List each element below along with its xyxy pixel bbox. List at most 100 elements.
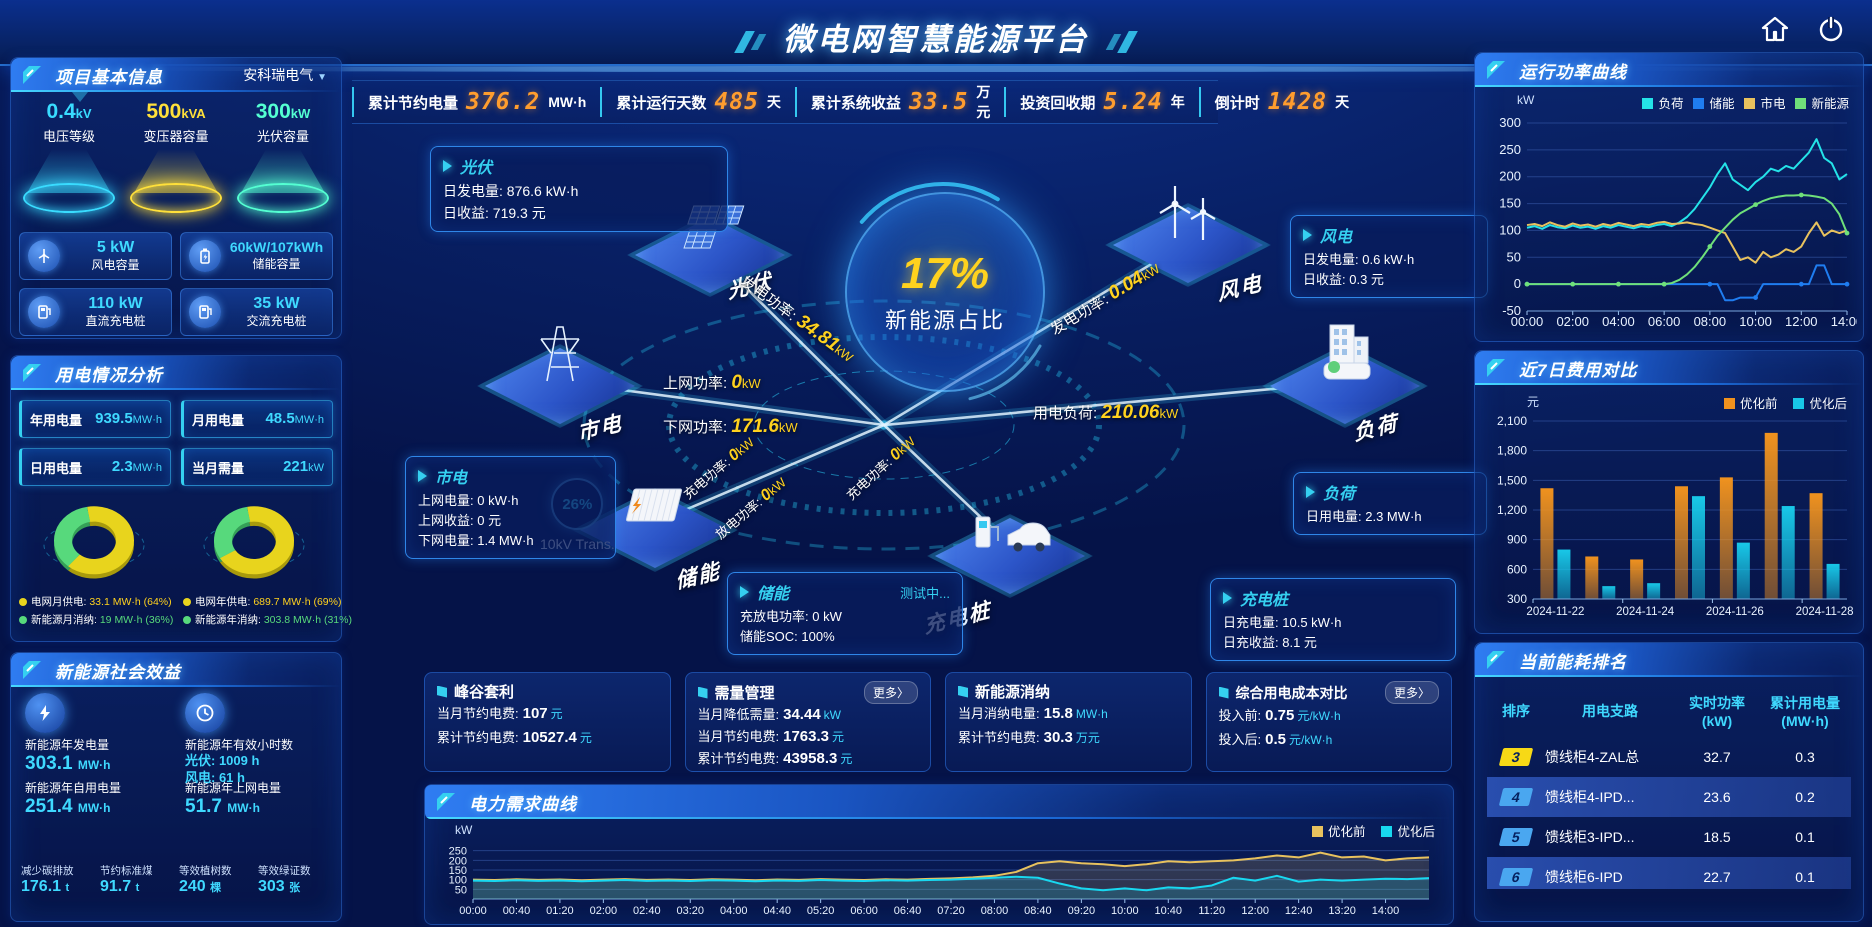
benefit-self-use: 新能源年自用电量 251.4 MW·h — [21, 779, 173, 841]
card-demand-management: 需量管理 更多〉 当月降低需量: 34.44 kW 当月节约电费: 1763.3 元 累计… — [684, 672, 931, 772]
cost-legend: 优化前 优化后 — [1723, 393, 1847, 412]
column-header: 实时功率 (kW) — [1689, 695, 1745, 729]
podium-pv-capacity: 300kW 光伏容量 — [233, 100, 333, 228]
legend-dot — [19, 598, 27, 607]
podium-value: 300 — [255, 100, 291, 123]
battery-icon — [189, 240, 221, 272]
kpi-label: 倒计时 — [1214, 94, 1260, 112]
more-button[interactable]: 更多〉 — [863, 681, 918, 704]
column-header: 排序 — [1502, 703, 1530, 719]
more-button[interactable]: 更多〉 — [1384, 681, 1439, 704]
benefit-sub-value: 光伏: 1009 h — [185, 753, 260, 768]
panel-header: 项目基本信息 安科瑞电气 ▼ — [11, 58, 341, 92]
podium-value: 500 — [146, 100, 182, 123]
card-arrow-icon — [1303, 229, 1312, 241]
energy-flow-diagram: 17% 新能源占比 光伏 风电 市电 储能 充电桩 — [345, 120, 1488, 675]
kpi-value: 5.24 — [1103, 89, 1163, 115]
renewable-percentage-label: 新能源占比 — [884, 308, 1005, 333]
svg-text:200: 200 — [1499, 169, 1521, 184]
realtime-power: 22.7 — [1703, 869, 1731, 885]
rank-badge: 6 — [1498, 868, 1534, 886]
branch-name: 馈线柜6-IPD — [1545, 869, 1623, 885]
svg-text:2024-11-26: 2024-11-26 — [1706, 606, 1764, 618]
table-row[interactable]: 6 馈线柜6-IPD 22.7 0.1 — [1487, 857, 1851, 889]
total-energy: 0.2 — [1795, 789, 1815, 805]
stat-label: 年用电量 — [30, 412, 83, 428]
panel-corner-icon — [1487, 651, 1505, 669]
stat-value: 2.3 — [111, 458, 133, 475]
capacity-label: 储能容量 — [252, 257, 301, 272]
svg-text:600: 600 — [1507, 562, 1527, 576]
svg-text:50: 50 — [455, 884, 467, 896]
svg-text:2,100: 2,100 — [1497, 414, 1527, 428]
svg-text:250: 250 — [449, 846, 467, 858]
realtime-power: 18.5 — [1703, 829, 1731, 845]
panel-title: 项目基本信息 — [55, 67, 163, 87]
panel-corner-icon — [23, 661, 41, 679]
info-card-grid: 市电 上网电量: 0 kW·h 上网收益: 0 元 下网电量: 1.4 MW·h — [405, 456, 616, 560]
kpi-unit: 天 — [1335, 94, 1350, 110]
panel-corner-icon — [23, 364, 41, 382]
node-wind — [1105, 186, 1271, 287]
stat-unit: MW·h — [132, 414, 162, 426]
company-dropdown[interactable]: 安科瑞电气 ▼ — [243, 67, 327, 83]
kpi-value: 33.5 — [908, 89, 969, 115]
clock-icon — [185, 693, 225, 733]
stat-label: 月用电量 — [192, 412, 245, 428]
total-energy: 0.1 — [1795, 829, 1815, 845]
svg-text:50: 50 — [1507, 249, 1521, 264]
center-orb: 17% 新能源占比 — [845, 192, 1045, 392]
svg-text:06:40: 06:40 — [894, 905, 922, 917]
table-row[interactable]: 3 馈线柜4-ZAL总 32.7 0.3 — [1487, 737, 1851, 777]
benefit-coal-saved: 节约标准煤 91.7 t — [100, 865, 153, 895]
svg-text:12:00: 12:00 — [1241, 905, 1269, 917]
flag-icon — [697, 686, 708, 699]
svg-text:06:00: 06:00 — [850, 905, 878, 917]
donut-month-legend: 电网月供电: 33.1 MW·h (64%) 新能源月消纳: 19 MW·h (… — [19, 594, 179, 630]
svg-text:200: 200 — [449, 855, 467, 867]
stat-year-consumption: 年用电量 939.5MW·h — [19, 400, 171, 438]
panel-demand-curve: 电力需求曲线 kW 优化前 优化后 250 200 150 100 50 00:00 00:… — [424, 784, 1454, 925]
svg-text:100: 100 — [1499, 222, 1521, 237]
power-icon[interactable] — [1816, 14, 1846, 44]
kpi-payback-period: 投资回收期 5.24 年 — [1004, 87, 1198, 117]
podium-unit: kW — [290, 106, 311, 121]
svg-text:04:00: 04:00 — [720, 905, 748, 917]
panel-title: 电力需求曲线 — [469, 794, 577, 814]
svg-text:08:40: 08:40 — [1024, 905, 1052, 917]
benefit-green-certs: 等效绿证数 303 张 — [258, 865, 311, 895]
card-arrow-icon — [740, 586, 749, 598]
table-row[interactable]: 5 馈线柜3-IPD... 18.5 0.1 — [1487, 817, 1851, 857]
building-icon — [1316, 319, 1374, 390]
svg-text:02:40: 02:40 — [633, 905, 661, 917]
charger-icon — [28, 296, 60, 328]
bolt-icon — [25, 693, 65, 733]
panel-power-analysis: 用电情况分析 年用电量 939.5MW·h 月用电量 48.5MW·h 日用电量 2.… — [10, 355, 352, 642]
panel-corner-icon — [1487, 61, 1505, 79]
svg-text:2024-11-28: 2024-11-28 — [1796, 606, 1854, 618]
panel-title: 近7日费用对比 — [1519, 360, 1638, 380]
panel-corner-icon — [437, 793, 455, 811]
svg-text:05:20: 05:20 — [807, 905, 835, 917]
kpi-value: 485 — [714, 89, 759, 115]
stat-unit: kW — [308, 462, 324, 474]
legend-chip — [1793, 398, 1805, 409]
kpi-label: 累计系统收益 — [810, 94, 901, 112]
podium-label: 电压等级 — [42, 129, 95, 144]
stat-month-demand: 当月需量 221kW — [181, 448, 333, 486]
table-row[interactable]: 4 馈线柜4-IPD... 23.6 0.2 — [1487, 777, 1851, 817]
kpi-label: 投资回收期 — [1020, 94, 1096, 112]
card-arrow-icon — [443, 160, 452, 172]
panel-corner-icon — [23, 66, 41, 84]
branch-name: 馈线柜3-IPD... — [1545, 829, 1635, 845]
podium-unit: kV — [75, 106, 92, 121]
kpi-value: 1428 — [1267, 89, 1328, 115]
info-card-storage: 储能 测试中... 充放电功率: 0 kW 储能SOC: 100% — [727, 572, 963, 656]
svg-text:900: 900 — [1507, 533, 1527, 547]
home-icon[interactable] — [1760, 14, 1790, 44]
kpi-label: 累计节约电量 — [368, 94, 459, 112]
capacity-label: 直流充电桩 — [85, 314, 146, 329]
svg-text:150: 150 — [449, 865, 467, 877]
